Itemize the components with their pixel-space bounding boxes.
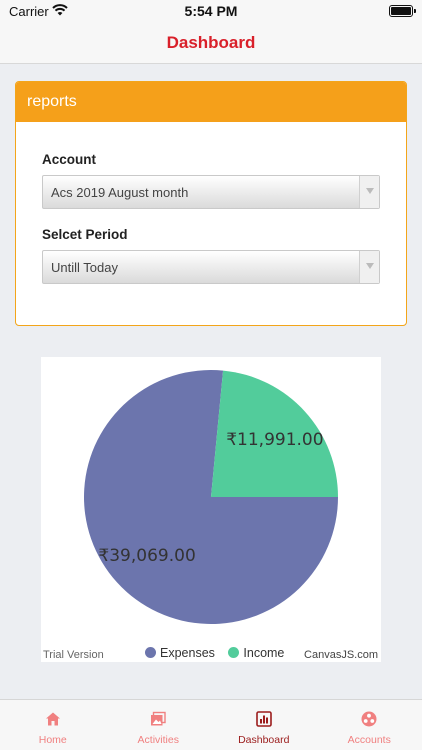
trial-watermark: Trial Version <box>43 649 104 661</box>
home-icon <box>45 712 60 726</box>
tab-dashboard[interactable]: Dashboard <box>211 700 317 750</box>
tab-home[interactable]: Home <box>0 700 106 750</box>
tab-bar: Home Activities Dashboard Accounts <box>0 699 422 750</box>
carrier-label: Carrier <box>9 4 49 19</box>
page-title: Dashboard <box>166 33 256 52</box>
reports-card: reports Account Acs 2019 August month Se… <box>15 81 407 326</box>
caret-down-icon <box>366 188 374 194</box>
pie-slice-income[interactable] <box>211 370 338 497</box>
period-label: Selcet Period <box>42 227 128 242</box>
account-select[interactable]: Acs 2019 August month <box>42 175 380 209</box>
period-select-toggle[interactable] <box>359 251 379 283</box>
tab-label-accounts: Accounts <box>347 734 391 746</box>
legend-label-income: Income <box>243 646 285 660</box>
caret-down-icon <box>366 263 374 269</box>
period-select[interactable]: Untill Today <box>42 250 380 284</box>
pie-slice-expenses[interactable] <box>84 369 338 624</box>
tab-label-dashboard: Dashboard <box>238 734 290 746</box>
legend-item-expenses[interactable]: Expenses <box>145 646 215 660</box>
account-select-value: Acs 2019 August month <box>51 185 189 200</box>
chart-credit[interactable]: CanvasJS.com <box>304 649 378 661</box>
legend-label-expenses: Expenses <box>160 646 215 660</box>
account-label: Account <box>42 152 96 167</box>
pie-label-income: ₹11,991.00 <box>226 430 323 450</box>
photos-icon <box>151 711 166 726</box>
legend-dot-expenses <box>145 647 156 658</box>
pie-chart: ₹39,069.00 ₹11,991.00 <box>84 369 338 624</box>
navigation-bar: Dashboard <box>0 22 422 64</box>
bar-chart-icon <box>255 711 272 727</box>
status-time: 5:54 PM <box>184 3 238 19</box>
tab-label-activities: Activities <box>137 734 179 746</box>
pie-label-expenses: ₹39,069.00 <box>98 546 195 566</box>
chart-legend: Expenses Income <box>145 646 294 660</box>
legend-dot-income <box>228 647 240 658</box>
tab-activities[interactable]: Activities <box>106 700 212 750</box>
pie-chart-panel: ₹39,069.00 ₹11,991.00 Trial Version Expen… <box>41 357 381 662</box>
tab-label-home: Home <box>38 734 67 746</box>
legend-item-income[interactable]: Income <box>228 646 284 660</box>
reports-card-header: reports <box>16 82 406 122</box>
accounts-icon <box>361 711 377 727</box>
period-select-value: Untill Today <box>51 260 118 275</box>
account-select-toggle[interactable] <box>359 176 379 208</box>
battery-icon <box>389 5 416 17</box>
tab-accounts[interactable]: Accounts <box>317 700 422 750</box>
status-bar: Carrier 5:54 PM <box>0 0 422 22</box>
wifi-icon <box>52 4 68 16</box>
